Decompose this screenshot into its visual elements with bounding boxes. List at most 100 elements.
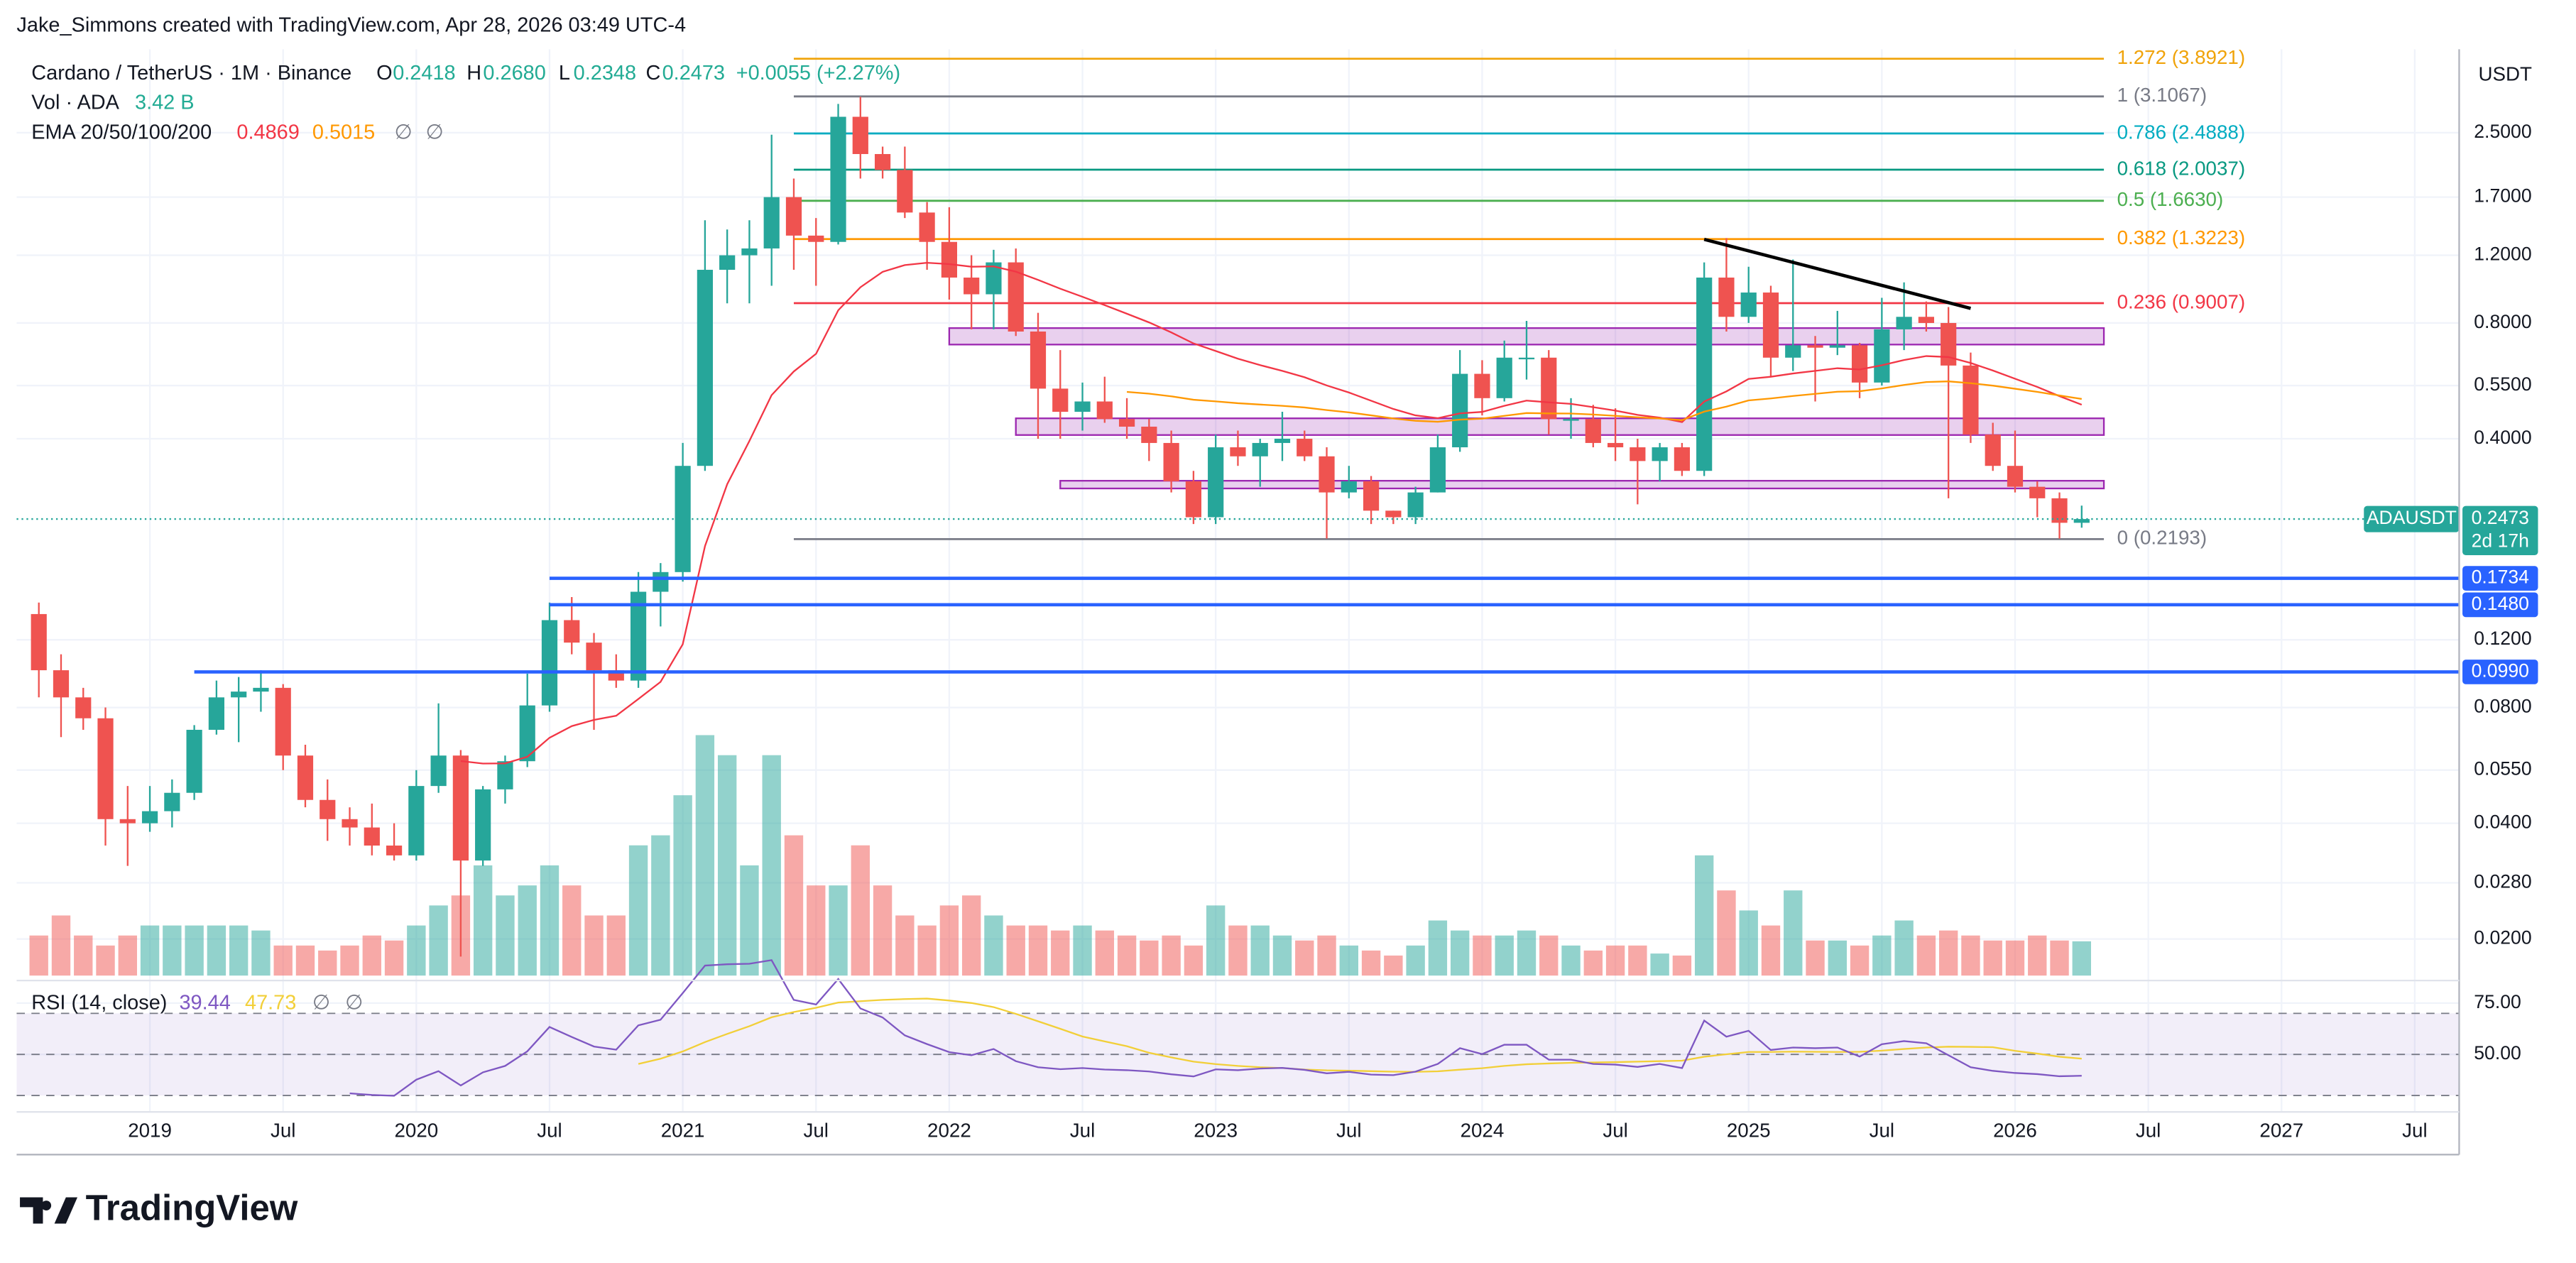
volume-bar — [1184, 945, 1204, 976]
candle-body — [1941, 322, 1957, 366]
volume-bar — [628, 845, 648, 976]
volume-bar — [118, 935, 137, 976]
legend-row: Vol · ADA 3.42 B — [31, 91, 194, 114]
volume-bar — [29, 935, 48, 976]
volume-bar — [873, 885, 893, 976]
price-tag — [2462, 505, 2538, 555]
candle-body — [653, 572, 669, 592]
volume-bar — [251, 930, 271, 976]
volume-bar — [1517, 930, 1537, 976]
volume-bar — [74, 935, 93, 976]
y-tick-label: 0.8000 — [2474, 311, 2531, 332]
volume-bar — [1117, 935, 1137, 976]
candle-body — [1407, 492, 1424, 518]
volume-bar — [2072, 941, 2091, 976]
volume-bar — [318, 950, 337, 976]
price-label: 0.2473 — [2472, 507, 2529, 528]
fib-label: 0.786 (2.4888) — [2117, 121, 2246, 143]
y-tick-label: 0.1200 — [2474, 628, 2531, 649]
candle-body — [808, 235, 824, 242]
candle-body — [741, 248, 758, 256]
candle-body — [586, 643, 602, 671]
volume-bar — [717, 755, 737, 976]
rsi-extra: ∅ — [312, 991, 330, 1014]
rsi-title: RSI (14, close) — [31, 991, 167, 1014]
ema-line — [1126, 381, 2083, 423]
volume-bar — [1473, 935, 1492, 976]
rsi-tick-label: 50.00 — [2474, 1042, 2521, 1064]
y-tick-label: 1.2000 — [2474, 244, 2531, 265]
legend-row: RSI (14, close) 39.44 47.73 ∅ ∅ — [31, 991, 363, 1014]
candle-body — [430, 755, 447, 787]
volume-bar — [362, 935, 381, 976]
fib-label: 1 (3.1067) — [2117, 84, 2207, 106]
candle-body — [1674, 447, 1691, 471]
x-tick-label: Jul — [1870, 1119, 1894, 1141]
candle-body — [1829, 345, 1845, 348]
volume-bar — [1761, 925, 1781, 976]
volume-bar — [1361, 950, 1381, 976]
candle-body — [541, 620, 558, 706]
level-label: 0.1734 — [2472, 567, 2530, 588]
candle-body — [119, 819, 136, 824]
candle-body — [1518, 357, 1535, 360]
volume-bar — [1317, 935, 1336, 976]
candle-body — [1118, 419, 1135, 427]
y-tick-label: 0.0550 — [2474, 758, 2531, 780]
candle-body — [75, 697, 92, 718]
ema-value: 0.4869 — [236, 121, 299, 143]
candle-body — [564, 620, 580, 643]
volume-bar — [1650, 953, 1669, 976]
candle-body — [386, 846, 403, 855]
candle-body — [1274, 438, 1291, 443]
plot-layer: 2019 Jul 2020 Jul 2021 Jul 2022 Jul 2023 Jul 2024 J… — [16, 46, 2538, 1141]
candle-body — [1607, 442, 1624, 448]
y-tick-label: 2.5000 — [2474, 121, 2531, 142]
volume-bar — [1739, 910, 1758, 976]
x-tick-label: Jul — [1070, 1119, 1095, 1141]
volume-bar — [185, 925, 204, 976]
x-tick-label: 2022 — [927, 1119, 971, 1141]
candle-body — [1630, 447, 1646, 461]
candle-body — [1807, 345, 1823, 348]
fib-label: 1.272 (3.8921) — [2117, 46, 2246, 68]
volume-bar — [673, 795, 692, 976]
level-tag — [2462, 660, 2538, 684]
candle-body — [1163, 442, 1179, 481]
candle-body — [1963, 365, 1979, 435]
volume-bar — [895, 915, 915, 976]
volume-bar — [1806, 940, 1825, 976]
candle-body — [1052, 388, 1069, 412]
volume-bar — [429, 905, 448, 976]
candle-body — [1230, 447, 1246, 456]
volume-bar — [1095, 930, 1114, 976]
legend-row: EMA 20/50/100/200 0.4869 0.5015 ∅ ∅ — [31, 121, 443, 143]
volume-title: Vol · ADA — [31, 91, 119, 114]
trendline — [1703, 237, 1972, 310]
volume-bar — [96, 945, 115, 976]
candle-body — [342, 819, 358, 828]
rsi-ma-value: 47.73 — [245, 991, 296, 1014]
candle-body — [208, 697, 224, 730]
volume-bar — [917, 925, 937, 976]
volume-bar — [340, 945, 359, 976]
candle-body — [1762, 292, 1779, 358]
volume-bar — [1206, 905, 1226, 976]
logo: TradingView — [20, 1187, 298, 1228]
candle-body — [852, 116, 868, 154]
volume-bar — [229, 925, 249, 976]
volume-bar — [1784, 890, 1803, 976]
volume-bar — [273, 945, 293, 976]
x-tick-label: 2027 — [2259, 1119, 2303, 1141]
volume-bar — [1295, 940, 1314, 976]
axis-unit: USDT — [2478, 63, 2532, 85]
candle-body — [1896, 317, 1912, 329]
candle-body — [253, 687, 269, 692]
volume-bar — [651, 835, 670, 976]
candle-body — [31, 613, 47, 671]
volume-bar — [984, 915, 1003, 976]
ema-value: 0.5015 — [312, 121, 375, 143]
x-tick-label: 2019 — [128, 1119, 172, 1141]
volume-bar — [518, 885, 537, 976]
